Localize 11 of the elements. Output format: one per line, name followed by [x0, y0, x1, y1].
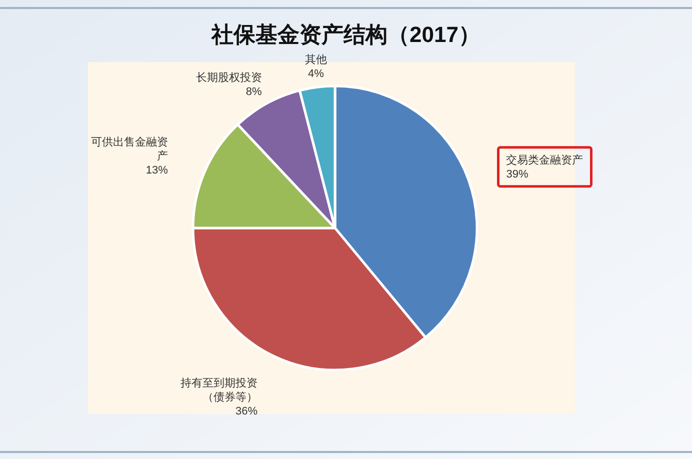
data-label: 4%	[308, 68, 324, 80]
data-label: 8%	[246, 86, 262, 98]
slice-label: 长期股权投资	[196, 70, 262, 84]
data-label: 36%	[235, 406, 258, 418]
slice-label: 持有至到期投资（债券等）	[180, 378, 258, 404]
slice-label: 可供出售金融资产	[90, 136, 168, 163]
slice-label: 交易类金融资产	[506, 153, 584, 166]
chart-title: 社保基金资产结构（2017）	[210, 22, 480, 47]
data-label: 39%	[506, 168, 528, 180]
data-label: 13%	[146, 164, 168, 177]
slice-label: 其他	[304, 53, 327, 66]
